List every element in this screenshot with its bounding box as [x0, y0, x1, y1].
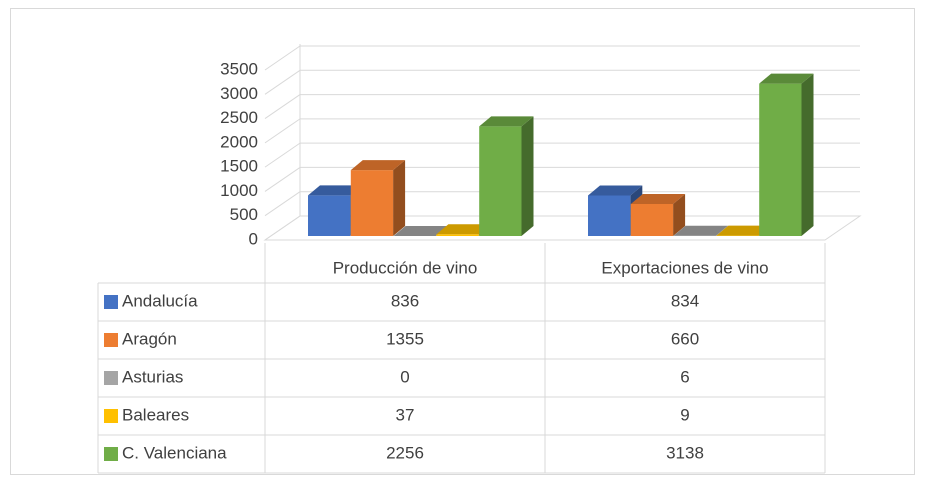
bar — [479, 116, 533, 236]
table-value: 660 — [671, 329, 699, 348]
legend-label: Andalucía — [122, 291, 198, 310]
table-value: 1355 — [386, 329, 424, 348]
y-tick-label: 2500 — [220, 108, 258, 127]
y-tick-label: 3500 — [220, 59, 258, 78]
y-tick-label: 1500 — [220, 157, 258, 176]
bar-front — [351, 170, 393, 236]
legend-key — [104, 295, 118, 309]
table-value: 6 — [680, 367, 689, 386]
table-value: 834 — [671, 291, 699, 310]
table-value: 0 — [400, 367, 409, 386]
bar — [631, 194, 685, 236]
bar-front — [308, 195, 350, 236]
legend-label: Baleares — [122, 405, 189, 424]
legend-label: Asturias — [122, 367, 183, 386]
legend-label: C. Valenciana — [122, 443, 227, 462]
legend-key — [104, 409, 118, 423]
bar-front — [588, 195, 630, 236]
table-value: 2256 — [386, 443, 424, 462]
y-tick-label: 2000 — [220, 132, 258, 151]
y-tick-label: 0 — [249, 229, 258, 248]
table-value: 836 — [391, 291, 419, 310]
legend-label: Aragón — [122, 329, 177, 348]
y-tick-label: 500 — [230, 205, 258, 224]
bar-side — [522, 116, 534, 236]
x-tick-label: Producción de vino — [333, 258, 478, 277]
bar — [351, 160, 405, 236]
legend-key — [104, 371, 118, 385]
bar-front — [436, 234, 478, 236]
bar-front — [479, 126, 521, 236]
x-tick-label: Exportaciones de vino — [601, 258, 768, 277]
legend-key — [104, 447, 118, 461]
y-tick-label: 1000 — [220, 181, 258, 200]
y-tick-label: 3000 — [220, 84, 258, 103]
bar-front — [759, 84, 801, 236]
bar-front — [631, 204, 673, 236]
bar-side — [802, 74, 814, 236]
legend-key — [104, 333, 118, 347]
bar-side — [393, 160, 405, 236]
bar — [759, 74, 813, 236]
table-value: 9 — [680, 405, 689, 424]
table-value: 37 — [396, 405, 415, 424]
table-value: 3138 — [666, 443, 704, 462]
